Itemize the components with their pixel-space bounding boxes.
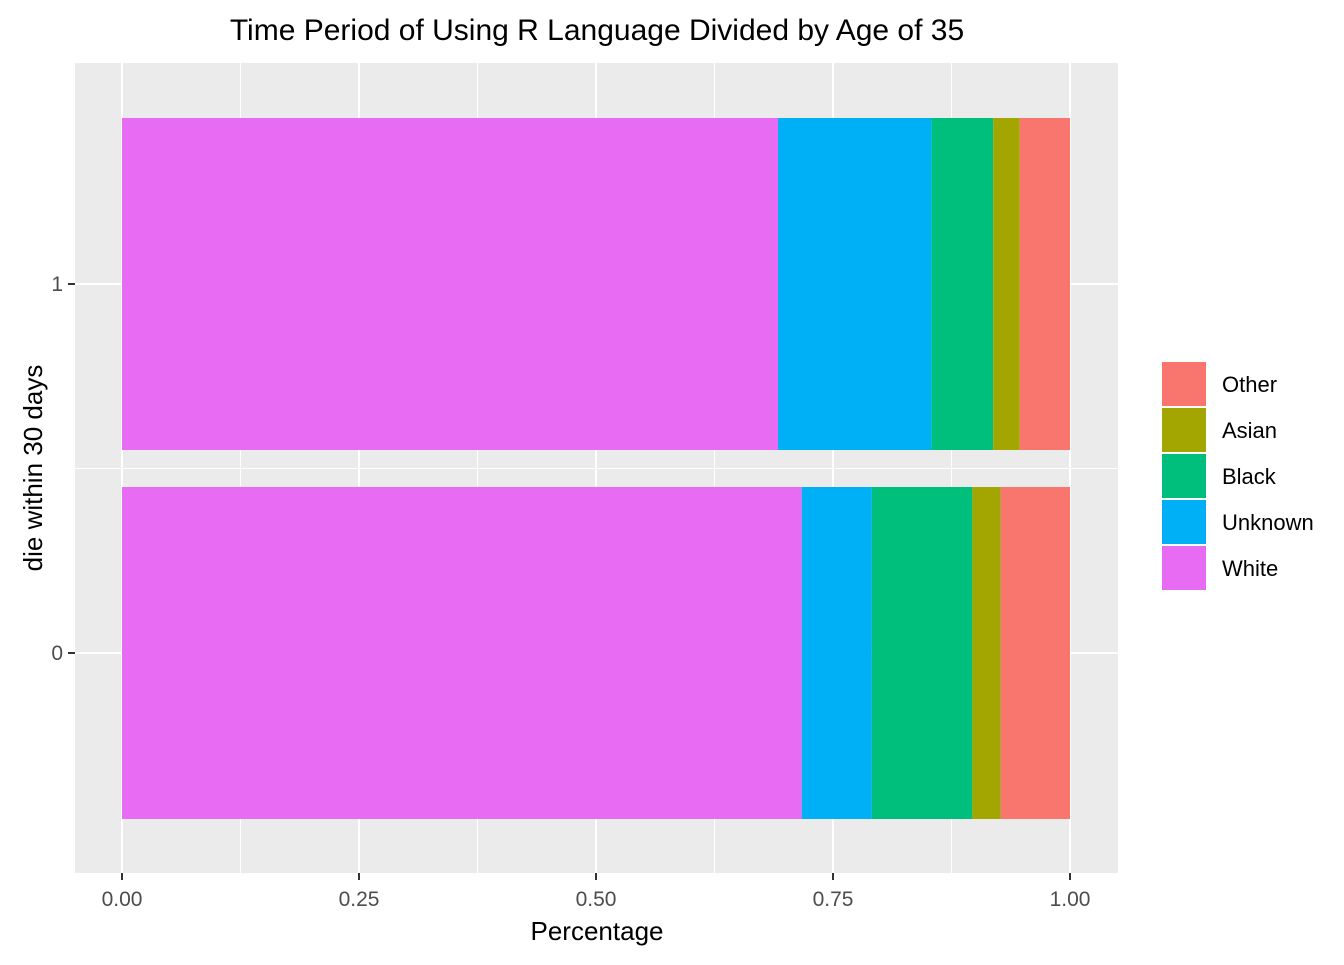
legend-label-asian: Asian [1222, 418, 1277, 443]
x-tick-label: 0.50 [576, 888, 617, 911]
x-tick-label: 0.25 [339, 888, 380, 911]
bar-segment-other-0 [1000, 487, 1070, 819]
bar-segment-other-1 [1019, 118, 1070, 450]
bar-segment-white-0 [122, 487, 802, 819]
bars [122, 118, 1070, 819]
legend-label-white: White [1222, 556, 1278, 581]
axes: 0.00 0.25 0.50 0.75 1.00 1 0 [51, 273, 1090, 911]
legend-label-other: Other [1222, 372, 1277, 397]
legend: Other Asian Black Unknown White [1162, 362, 1314, 590]
y-axis-title: die within 30 days [18, 365, 48, 572]
y-tick-label: 0 [51, 642, 63, 665]
legend-key-black [1162, 454, 1206, 498]
legend-key-white [1162, 546, 1206, 590]
x-tick-label: 0.00 [102, 888, 143, 911]
x-axis-title: Percentage [531, 916, 664, 946]
bar-segment-asian-0 [972, 487, 1001, 819]
bar-segment-unknown-0 [801, 487, 872, 819]
legend-key-other [1162, 362, 1206, 406]
bar-segment-black-1 [931, 118, 994, 450]
x-tick-label: 1.00 [1050, 888, 1091, 911]
bar-segment-black-0 [871, 487, 973, 819]
x-tick-label: 0.75 [813, 888, 854, 911]
chart-title: Time Period of Using R Language Divided … [230, 14, 964, 47]
legend-key-unknown [1162, 500, 1206, 544]
bar-segment-unknown-1 [778, 118, 932, 450]
bar-segment-asian-1 [993, 118, 1020, 450]
legend-label-unknown: Unknown [1222, 510, 1314, 535]
y-tick-label: 1 [51, 273, 63, 296]
legend-label-black: Black [1222, 464, 1277, 489]
bar-segment-white-1 [122, 118, 779, 450]
legend-key-asian [1162, 408, 1206, 452]
